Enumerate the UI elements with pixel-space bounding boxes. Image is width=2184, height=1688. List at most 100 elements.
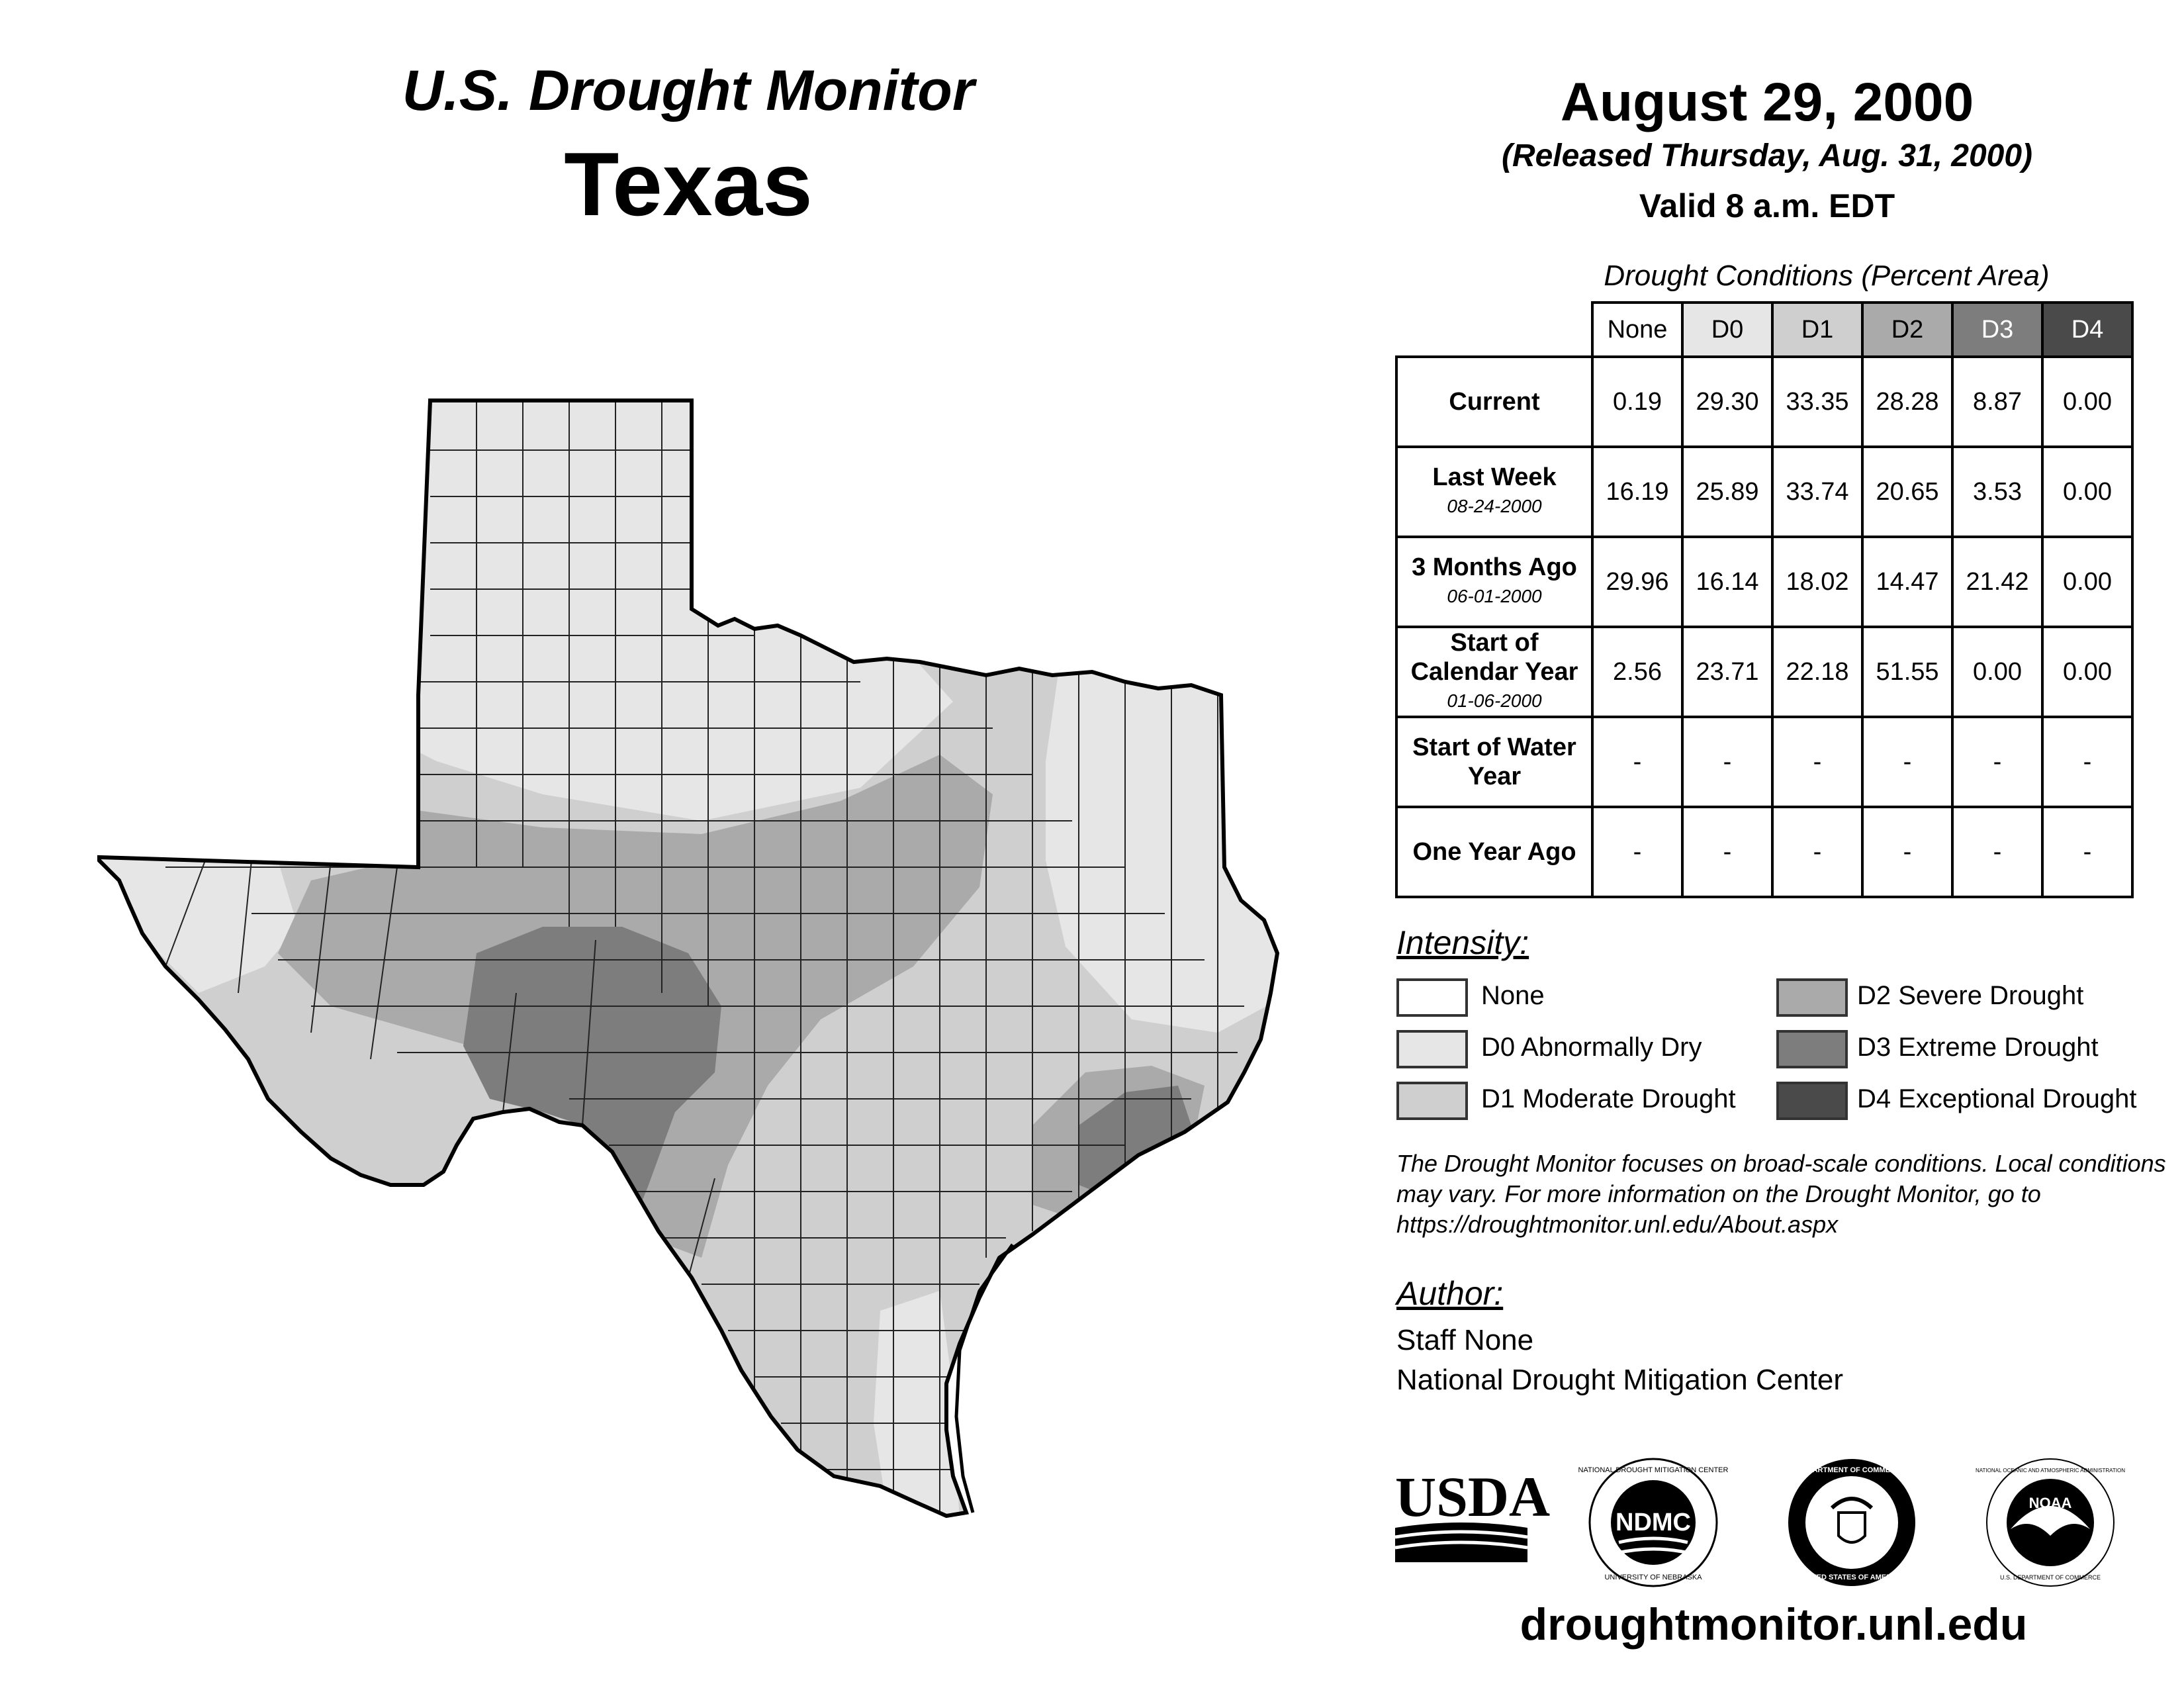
table-cell: 20.65 <box>1861 445 1954 538</box>
table-cell: 16.14 <box>1681 536 1774 628</box>
col-header-d0: D0 <box>1681 301 1774 358</box>
table-cell: - <box>1951 716 2044 808</box>
doc-ring-bottom-text: UNITED STATES OF AMERICA <box>1799 1573 1904 1581</box>
legend-label-d3: D3 Extreme Drought <box>1857 1033 2099 1062</box>
table-cell: - <box>2041 716 2134 808</box>
legend-swatch-d4 <box>1776 1082 1848 1120</box>
table-cell: 22.18 <box>1771 626 1864 718</box>
table-cell: - <box>1591 716 1684 808</box>
table-cell: 16.19 <box>1591 445 1684 538</box>
table-cell: 18.02 <box>1771 536 1864 628</box>
col-header-d2: D2 <box>1861 301 1954 358</box>
barrier-island <box>954 1243 1015 1513</box>
department-of-commerce-logo: DEPARTMENT OF COMMERCE UNITED STATES OF … <box>1788 1459 1915 1586</box>
legend-label-d2: D2 Severe Drought <box>1857 981 2084 1010</box>
texas-drought-map <box>97 399 1280 1519</box>
release-date: (Released Thursday, Aug. 31, 2000) <box>1501 138 2033 173</box>
texas-outline <box>97 399 1280 1519</box>
valid-time: Valid 8 a.m. EDT <box>1639 187 1895 224</box>
map-date: August 29, 2000 <box>1560 72 1974 132</box>
d0-region-panhandle <box>397 400 953 821</box>
table-cell: - <box>1771 716 1864 808</box>
table-row: Start of Water Year - - - - - - <box>1395 716 2134 808</box>
table-cell: 0.00 <box>2041 355 2134 448</box>
table-cell: 8.87 <box>1951 355 2044 448</box>
ndmc-logo: NDMC NATIONAL DROUGHT MITIGATION CENTER … <box>1578 1458 1729 1587</box>
legend-label-d4: D4 Exceptional Drought <box>1857 1084 2137 1113</box>
doc-ring-text: DEPARTMENT OF COMMERCE <box>1798 1466 1905 1474</box>
table-cell: 51.55 <box>1861 626 1954 718</box>
usda-logo-text: USDA <box>1395 1465 1550 1528</box>
ndmc-ring-text: NATIONAL DROUGHT MITIGATION CENTER <box>1578 1466 1729 1474</box>
county-boundaries <box>106 400 1244 1516</box>
table-cell: - <box>1681 806 1774 898</box>
table-cell: - <box>1861 716 1954 808</box>
table-cell: 2.56 <box>1591 626 1684 718</box>
noaa-logo: NOAA NATIONAL OCEANIC AND ATMOSPHERIC AD… <box>1976 1458 2125 1587</box>
legend-label-d0: D0 Abnormally Dry <box>1481 1033 1702 1062</box>
table-cell: - <box>1591 806 1684 898</box>
legend-title: Intensity: <box>1396 924 1529 961</box>
row-label-water-year: Start of Water Year <box>1395 716 1594 808</box>
usda-logo: USDA <box>1395 1465 1550 1562</box>
table-cell: 0.00 <box>2041 445 2134 538</box>
table-row: One Year Ago - - - - - - <box>1395 806 2134 898</box>
row-label-3-months: 3 Months Ago 06-01-2000 <box>1395 536 1594 628</box>
ndmc-ring-bottom-text: UNIVERSITY OF NEBRASKA <box>1604 1573 1702 1581</box>
ndmc-logo-text: NDMC <box>1615 1509 1691 1536</box>
legend-swatch-d0 <box>1396 1030 1468 1068</box>
table-row: Current 0.19 29.30 33.35 28.28 8.87 0.00 <box>1395 355 2134 448</box>
col-header-d1: D1 <box>1771 301 1864 358</box>
table-cell: 29.96 <box>1591 536 1684 628</box>
table-cell: 14.47 <box>1861 536 1954 628</box>
partner-logos: USDA NDMC NATIONAL DROUGHT MITIGATION CE… <box>1395 1458 2125 1587</box>
table-cell: - <box>1951 806 2044 898</box>
table-cell: 21.42 <box>1951 536 2044 628</box>
website-url: droughtmonitor.unl.edu <box>1520 1599 2028 1650</box>
legend-swatch-d3 <box>1776 1030 1848 1068</box>
table-cell: 0.19 <box>1591 355 1684 448</box>
author-name: Staff None <box>1396 1324 1534 1356</box>
d0-region-far-west <box>99 854 298 993</box>
legend-label-none: None <box>1481 981 1545 1010</box>
noaa-logo-text: NOAA <box>2029 1495 2072 1511</box>
d0-region-south <box>874 1291 960 1516</box>
col-header-d3: D3 <box>1951 301 2044 358</box>
table-cell: 25.89 <box>1681 445 1774 538</box>
col-header-none: None <box>1591 301 1684 358</box>
table-cell: - <box>1681 716 1774 808</box>
table-cell: 28.28 <box>1861 355 1954 448</box>
table-cell: 0.00 <box>1951 626 2044 718</box>
disclaimer-note: The Drought Monitor focuses on broad-sca… <box>1396 1150 2166 1238</box>
row-label-calendar-year: Start of Calendar Year 01-06-2000 <box>1395 626 1594 718</box>
table-row: Start of Calendar Year 01-06-2000 2.56 23… <box>1395 626 2134 718</box>
drought-stats-table: None D0 D1 D2 D3 D4 Current 0.19 29.30 3… <box>1395 301 2134 898</box>
table-cell: 33.35 <box>1771 355 1864 448</box>
col-header-d4: D4 <box>2041 301 2134 358</box>
map-title: U.S. Drought Monitor <box>402 59 975 122</box>
table-row: Last Week 08-24-2000 16.19 25.89 33.74 20… <box>1395 445 2134 538</box>
row-label-last-week: Last Week 08-24-2000 <box>1395 445 1594 538</box>
table-cell: 29.30 <box>1681 355 1774 448</box>
table-cell: - <box>2041 806 2134 898</box>
legend-swatch-d1 <box>1396 1082 1468 1120</box>
legend-swatch-none <box>1396 978 1468 1017</box>
author-title: Author: <box>1396 1275 1504 1312</box>
table-cell: - <box>1771 806 1864 898</box>
noaa-ring-bottom-text: U.S. DEPARTMENT OF COMMERCE <box>2000 1574 2101 1581</box>
noaa-ring-text: NATIONAL OCEANIC AND ATMOSPHERIC ADMINIS… <box>1976 1468 2125 1474</box>
table-cell: 3.53 <box>1951 445 2044 538</box>
state-name: Texas <box>564 134 813 234</box>
legend-swatch-d2 <box>1776 978 1848 1017</box>
row-label-current: Current <box>1395 355 1594 448</box>
table-cell: - <box>1861 806 1954 898</box>
table-row: 3 Months Ago 06-01-2000 29.96 16.14 18.02… <box>1395 536 2134 628</box>
table-cell: 0.00 <box>2041 626 2134 718</box>
table-cell: 33.74 <box>1771 445 1864 538</box>
d3-region-houston <box>1079 1086 1191 1198</box>
row-label-one-year: One Year Ago <box>1395 806 1594 898</box>
author-org: National Drought Mitigation Center <box>1396 1364 1844 1396</box>
legend-label-d1: D1 Moderate Drought <box>1481 1084 1736 1113</box>
table-header-row: None D0 D1 D2 D3 D4 <box>1396 301 2134 358</box>
table-cell: 23.71 <box>1681 626 1774 718</box>
